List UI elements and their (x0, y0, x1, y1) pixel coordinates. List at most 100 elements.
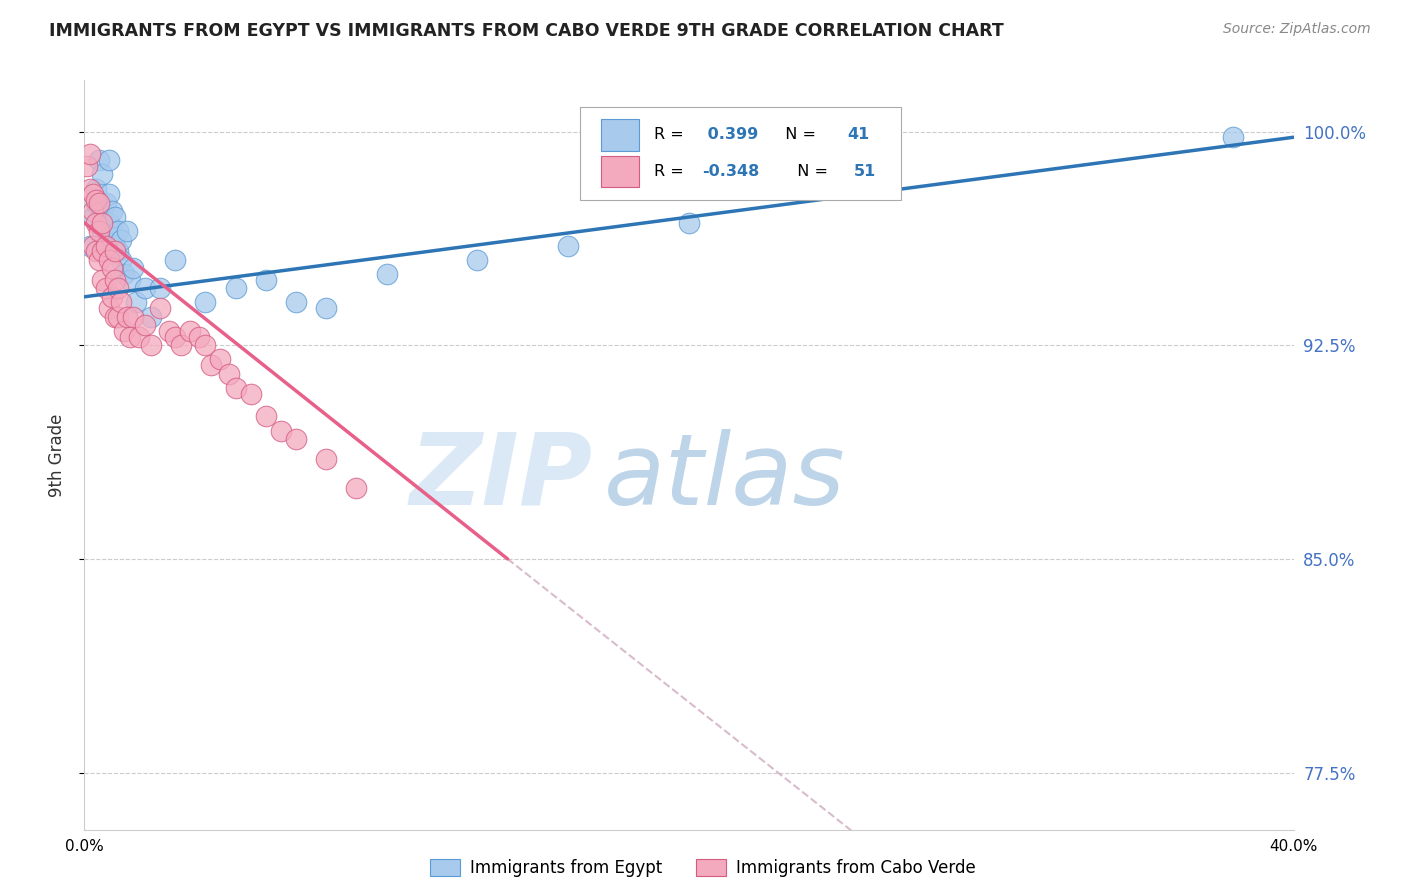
Point (254, 273, 277, 287)
Point (239, 386, 262, 401)
Text: N =: N = (775, 128, 821, 143)
Point (82, 210, 104, 224)
Point (100, 204, 122, 219)
Point (86, 244, 108, 259)
Point (115, 310, 138, 324)
Point (315, 452, 337, 467)
Point (139, 310, 162, 324)
Point (79, 147, 101, 161)
Point (557, 238, 579, 252)
Point (200, 358, 222, 372)
Point (134, 281, 156, 295)
Point (115, 224, 138, 238)
Point (118, 329, 141, 343)
FancyBboxPatch shape (581, 106, 901, 200)
Text: Source: ZipAtlas.com: Source: ZipAtlas.com (1223, 22, 1371, 37)
Point (1222, 130, 1244, 145)
Point (346, 481, 368, 495)
Point (86, 181, 108, 195)
Point (225, 381, 247, 395)
Point (285, 432, 308, 446)
Point (89, 195, 111, 210)
Point (194, 338, 217, 352)
Point (285, 295, 308, 310)
Text: atlas: atlas (605, 429, 846, 526)
Point (165, 329, 187, 343)
Point (121, 261, 143, 276)
Point (91, 273, 114, 287)
Point (209, 352, 232, 367)
FancyBboxPatch shape (600, 156, 640, 187)
Text: R =: R = (654, 128, 689, 143)
Point (89, 224, 111, 238)
Point (100, 224, 122, 238)
Point (91, 244, 114, 259)
Point (188, 329, 211, 343)
Text: N =: N = (787, 164, 832, 179)
Point (107, 224, 129, 238)
Point (270, 424, 292, 438)
Point (76, 159, 98, 173)
Point (97, 153, 120, 167)
Point (94, 281, 117, 295)
Point (89, 153, 111, 167)
Point (149, 281, 172, 295)
Point (94, 238, 117, 252)
Point (94, 195, 117, 210)
Point (678, 216, 700, 230)
Point (91, 224, 114, 238)
Point (104, 273, 127, 287)
Point (112, 267, 135, 281)
Point (112, 324, 135, 338)
Point (104, 244, 127, 259)
Point (149, 301, 172, 316)
Point (107, 281, 129, 295)
Point (82, 187, 104, 202)
Point (97, 252, 120, 267)
Point (97, 187, 120, 202)
Point (107, 244, 129, 259)
Point (82, 238, 104, 252)
Text: 0.399: 0.399 (702, 128, 758, 143)
Point (128, 329, 150, 343)
Point (179, 324, 201, 338)
Y-axis label: 9th Grade: 9th Grade (48, 413, 66, 497)
Point (82, 204, 104, 219)
Point (91, 204, 114, 219)
Point (110, 295, 132, 310)
Point (86, 216, 108, 230)
Text: -0.348: -0.348 (702, 164, 759, 179)
Point (218, 367, 240, 381)
Point (91, 216, 114, 230)
Point (110, 252, 132, 267)
Point (165, 252, 187, 267)
Text: 41: 41 (848, 128, 869, 143)
Point (100, 261, 122, 276)
Point (170, 338, 193, 352)
Point (91, 167, 114, 181)
Point (104, 210, 127, 224)
Point (79, 181, 101, 195)
Point (157, 324, 180, 338)
Point (89, 195, 111, 210)
Point (225, 281, 247, 295)
Point (139, 338, 162, 352)
Point (194, 295, 217, 310)
Point (375, 267, 398, 281)
Point (110, 233, 132, 247)
Point (94, 238, 117, 252)
Legend: Immigrants from Egypt, Immigrants from Cabo Verde: Immigrants from Egypt, Immigrants from C… (423, 852, 983, 884)
Point (104, 238, 127, 252)
Point (467, 252, 489, 267)
Point (254, 409, 277, 424)
Point (86, 195, 108, 210)
FancyBboxPatch shape (600, 120, 640, 151)
Point (107, 310, 129, 324)
Point (315, 301, 337, 316)
Text: 51: 51 (853, 164, 876, 179)
Text: IMMIGRANTS FROM EGYPT VS IMMIGRANTS FROM CABO VERDE 9TH GRADE CORRELATION CHART: IMMIGRANTS FROM EGYPT VS IMMIGRANTS FROM… (49, 22, 1004, 40)
Point (100, 290, 122, 304)
Point (125, 295, 148, 310)
Point (97, 301, 120, 316)
Point (118, 273, 141, 287)
